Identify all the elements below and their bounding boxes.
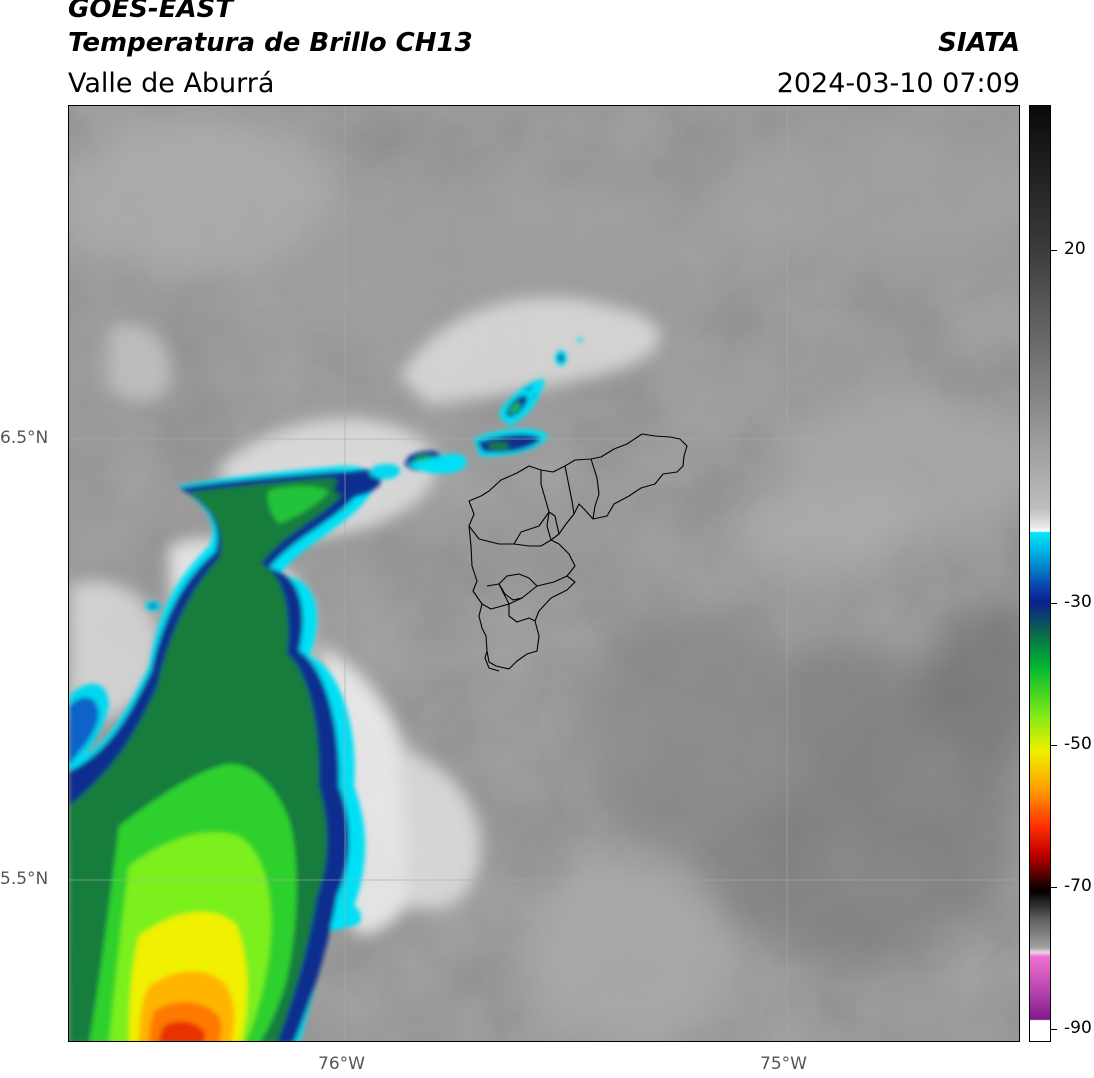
timestamp-label: 2024-03-10 07:09 [776,68,1020,99]
colorbar-label-minus70: -70 [1064,876,1092,896]
colorbar-svg [1030,106,1050,1041]
colorbar-tick [1051,1029,1057,1030]
colorbar-tick [1051,603,1057,604]
title-region: Valle de Aburrá [68,68,275,99]
colorbar-tick [1051,887,1057,888]
colorbar-label-minus30: -30 [1064,592,1092,612]
satellite-map[interactable] [68,105,1020,1042]
map-svg [69,106,1019,1041]
colorbar-label-20: 20 [1064,239,1086,259]
cold-cloud-system [69,337,583,1041]
lon-label-75w: 75°W [760,1054,807,1074]
colorbar-tick [1051,250,1057,251]
colorbar-label-minus90: -90 [1064,1018,1092,1038]
lon-label-76w: 76°W [318,1054,365,1074]
lat-label-6-5: 6.5°N [0,428,49,448]
organization-label: SIATA [938,28,1020,58]
colorbar-label-minus50: -50 [1064,734,1092,754]
graticule [69,106,1019,1041]
lat-label-5-5: 5.5°N [0,869,49,889]
title-product: Temperatura de Brillo CH13 [68,28,473,58]
colorbar-tick [1051,745,1057,746]
municipal-boundaries [468,433,688,672]
title-satellite: GOES-EAST [68,0,234,24]
colorbar [1029,105,1051,1042]
